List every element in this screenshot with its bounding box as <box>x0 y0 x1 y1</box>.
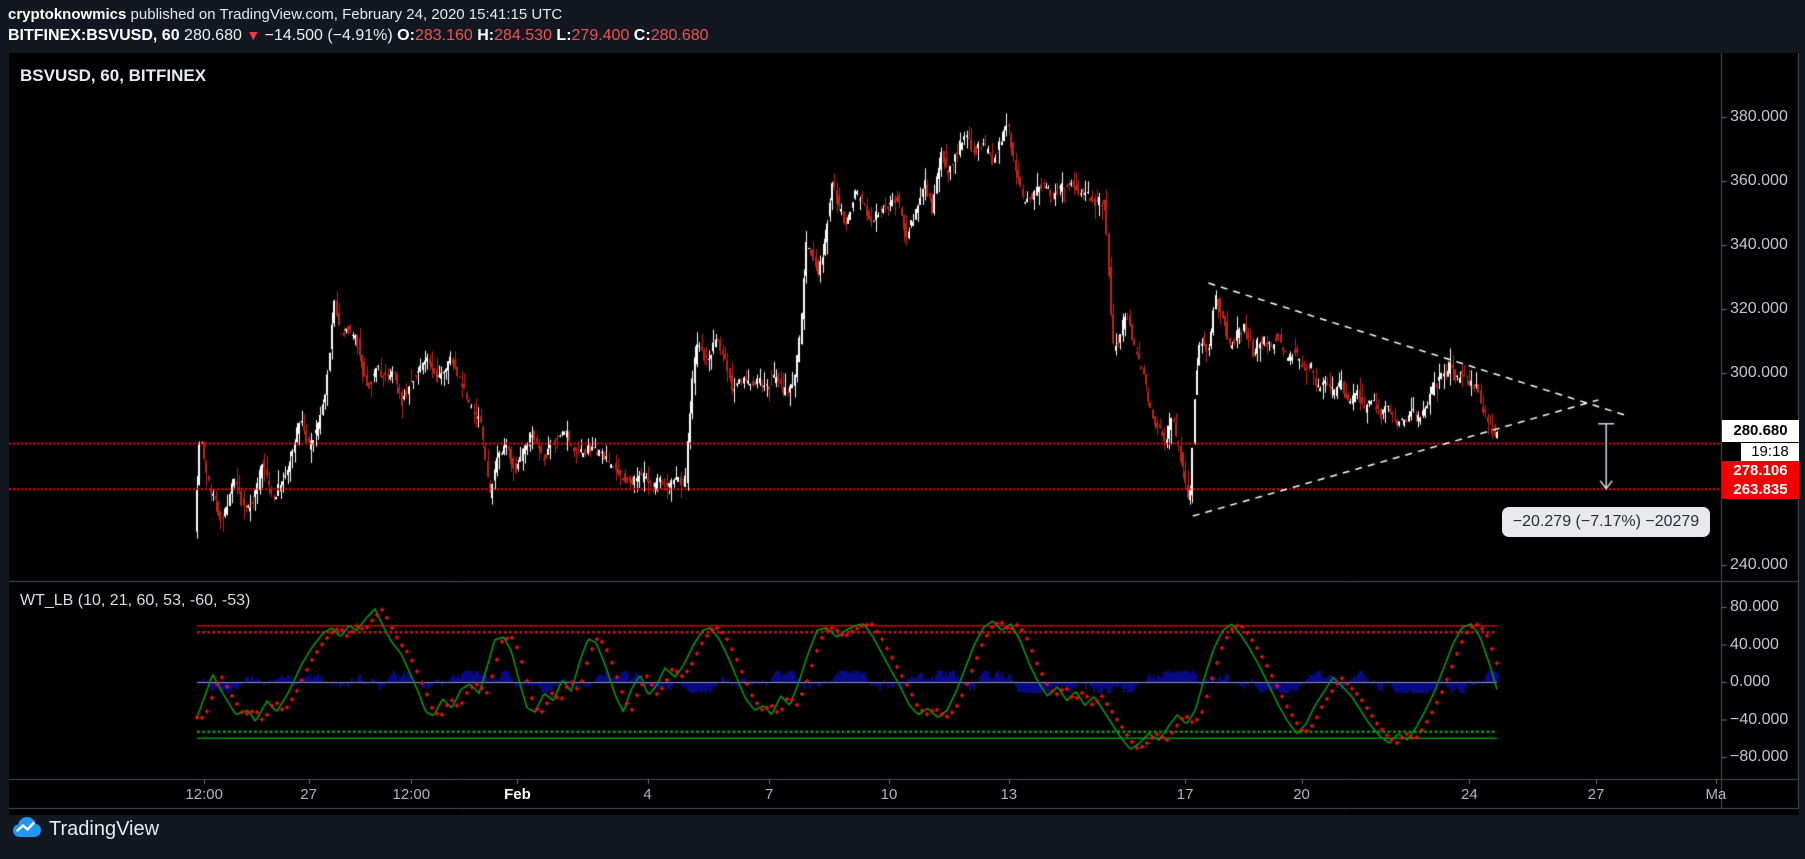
open-value: 283.160 <box>414 27 473 44</box>
tradingview-cloud-icon <box>12 816 42 843</box>
time-tick-label: 12:00 <box>185 786 223 803</box>
indicator-legend[interactable]: WT_LB (10, 21, 60, 53, -60, -53) <box>20 592 251 609</box>
time-tick-label: 12:00 <box>392 786 431 803</box>
price-tick-label: 300.000 <box>1730 364 1788 381</box>
publish-line: cryptoknowmics published on TradingView.… <box>8 6 562 23</box>
symbol-ohlc-line: BITFINEX:BSVUSD, 60 280.680 ▼ −14.500 (−… <box>8 27 709 45</box>
time-tick-label: 24 <box>1460 786 1478 803</box>
low-label: L: <box>551 27 572 44</box>
price-tick-label: 340.000 <box>1730 236 1788 253</box>
time-tick-label: 10 <box>880 786 898 803</box>
alert-price-badge-2: 263.835 <box>1722 480 1799 499</box>
last-price-badge: 280.680 <box>1722 420 1799 442</box>
author-name: cryptoknowmics <box>8 6 127 23</box>
price-tick-label: 380.000 <box>1730 108 1788 125</box>
time-tick-label: Feb <box>504 786 531 803</box>
price-change: −14.500 (−4.91%) <box>260 27 398 44</box>
tradingview-logo-text: TradingView <box>49 818 160 840</box>
time-tick-label: Ma <box>1705 786 1727 803</box>
down-arrow-icon: ▼ <box>246 27 261 43</box>
close-label: C: <box>629 27 651 44</box>
time-tick-label: 20 <box>1293 786 1310 803</box>
indicator-tick-label: −40.000 <box>1730 710 1789 728</box>
main-chart-canvas[interactable] <box>9 53 1799 815</box>
time-tick-label: 27 <box>1587 786 1605 803</box>
indicator-tick-label: 80.000 <box>1730 598 1779 615</box>
time-tick-label: 27 <box>300 786 317 803</box>
high-label: H: <box>472 27 495 44</box>
time-tick-label: 13 <box>1000 786 1018 803</box>
time-tick-label: 4 <box>643 786 652 803</box>
symbol-label[interactable]: BITFINEX:BSVUSD, 60 <box>8 27 180 44</box>
indicator-tick-label: 0.000 <box>1730 673 1771 690</box>
high-value: 284.530 <box>494 27 552 44</box>
alert-price-badge-1: 278.106 <box>1722 461 1799 480</box>
open-label: O: <box>397 27 415 44</box>
price-tick-label: 320.000 <box>1730 300 1788 317</box>
measure-tooltip: −20.279 (−7.17%) −20279 <box>1502 507 1710 537</box>
publish-text: published on TradingView.com, February 2… <box>126 6 563 23</box>
price-tick-label: 360.000 <box>1730 172 1788 189</box>
time-tick-label: 7 <box>764 786 774 803</box>
price-tick-label: 240.000 <box>1730 556 1788 573</box>
last-price: 280.680 <box>179 27 247 44</box>
low-value: 279.400 <box>571 27 630 44</box>
time-tick-label: 17 <box>1176 786 1194 803</box>
close-value: 280.680 <box>650 27 709 44</box>
bar-countdown-badge: 19:18 <box>1741 443 1799 461</box>
indicator-tick-label: −80.000 <box>1730 748 1789 765</box>
chart-legend[interactable]: BSVUSD, 60, BITFINEX <box>20 66 207 85</box>
tradingview-logo[interactable]: TradingView <box>12 816 159 843</box>
indicator-tick-label: 40.000 <box>1730 635 1779 653</box>
